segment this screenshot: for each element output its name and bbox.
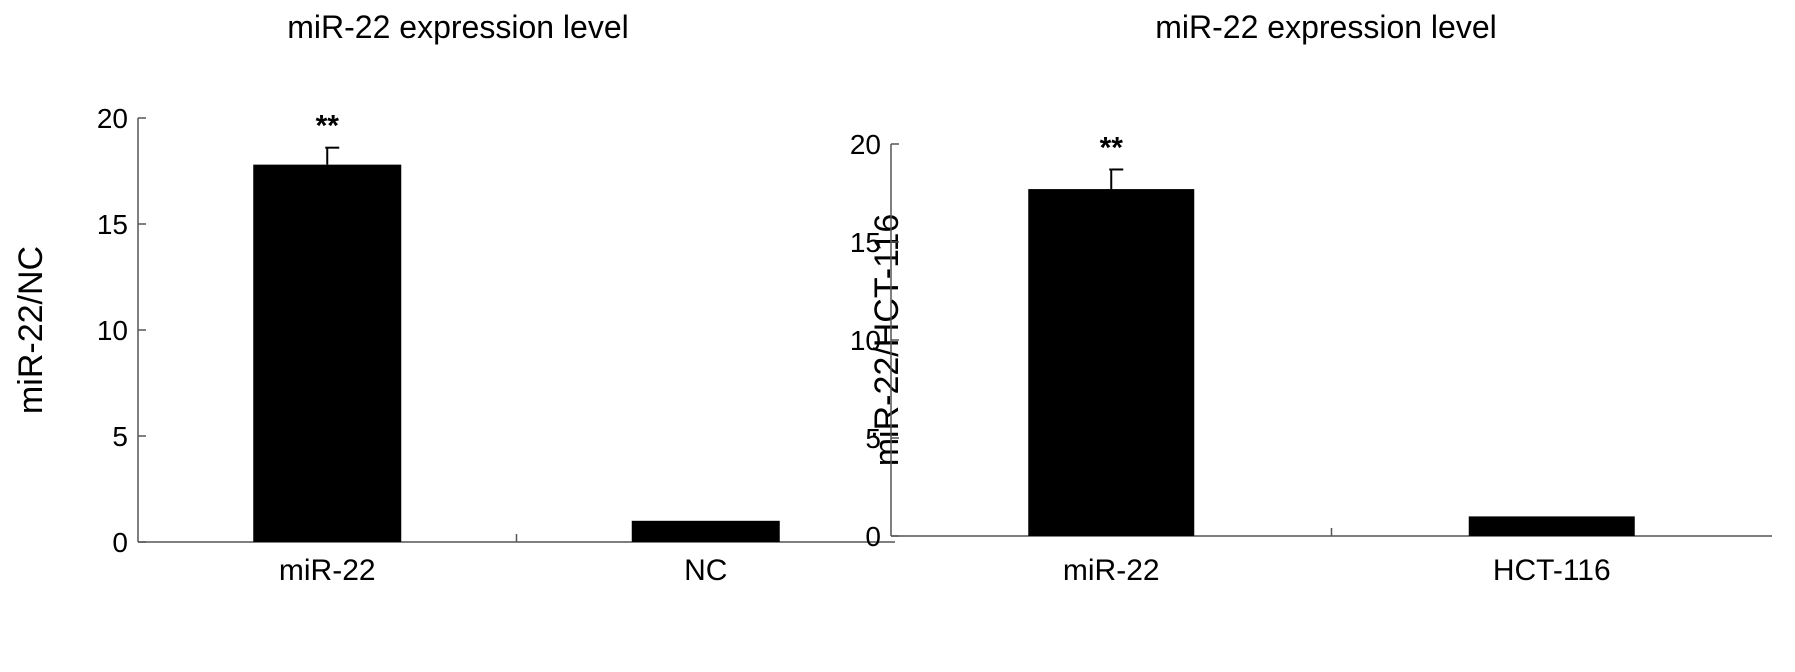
chart-2-categories: miR-22 HCT-116 <box>1063 554 1611 587</box>
y-tick-label: 15 <box>850 227 881 258</box>
significance-marker: ** <box>316 110 340 143</box>
y-tick-label: 5 <box>865 423 881 454</box>
error-bar <box>1109 168 1124 190</box>
category-label: miR-22 <box>279 554 376 587</box>
y-tick-label: 15 <box>97 209 128 240</box>
chart-1-yticks: 0 5 10 15 20 <box>97 103 146 558</box>
error-bar <box>325 146 340 165</box>
y-tick-label: 20 <box>850 129 881 160</box>
chart-1-bars: ** <box>253 110 780 542</box>
y-tick-label: 10 <box>850 325 881 356</box>
y-tick-label: 0 <box>112 527 128 558</box>
y-tick-label: 5 <box>112 421 128 452</box>
y-tick-label: 0 <box>865 521 881 552</box>
bar-nc <box>631 520 780 542</box>
chart-1-title: miR-22 expression level <box>287 9 628 45</box>
y-tick-label: 10 <box>97 315 128 346</box>
chart-1: miR-22 expression level miR-22/NC 0 5 10 15… <box>12 9 895 587</box>
bar-mir-22 <box>1028 189 1195 536</box>
bar-hct-116 <box>1468 516 1635 536</box>
chart-2-ylabel: miR-22/HCT-116 <box>868 214 906 467</box>
chart-2-axes <box>890 144 1772 537</box>
chart-1-categories: miR-22 NC <box>279 554 728 587</box>
chart-2-title: miR-22 expression level <box>1155 9 1496 45</box>
category-label: HCT-116 <box>1493 554 1611 587</box>
category-label: NC <box>684 554 727 587</box>
chart-1-ylabel: miR-22/NC <box>12 246 50 414</box>
chart-2: miR-22 expression level miR-22/HCT-116 0… <box>850 9 1772 587</box>
y-tick-label: 20 <box>97 103 128 134</box>
significance-marker: ** <box>1100 131 1124 164</box>
chart-1-axes <box>137 118 895 543</box>
category-label: miR-22 <box>1063 554 1160 587</box>
chart-2-bars: ** <box>1028 131 1635 536</box>
chart-2-yticks: 0 5 10 15 20 <box>850 129 899 552</box>
bar-mir-22 <box>253 164 402 542</box>
